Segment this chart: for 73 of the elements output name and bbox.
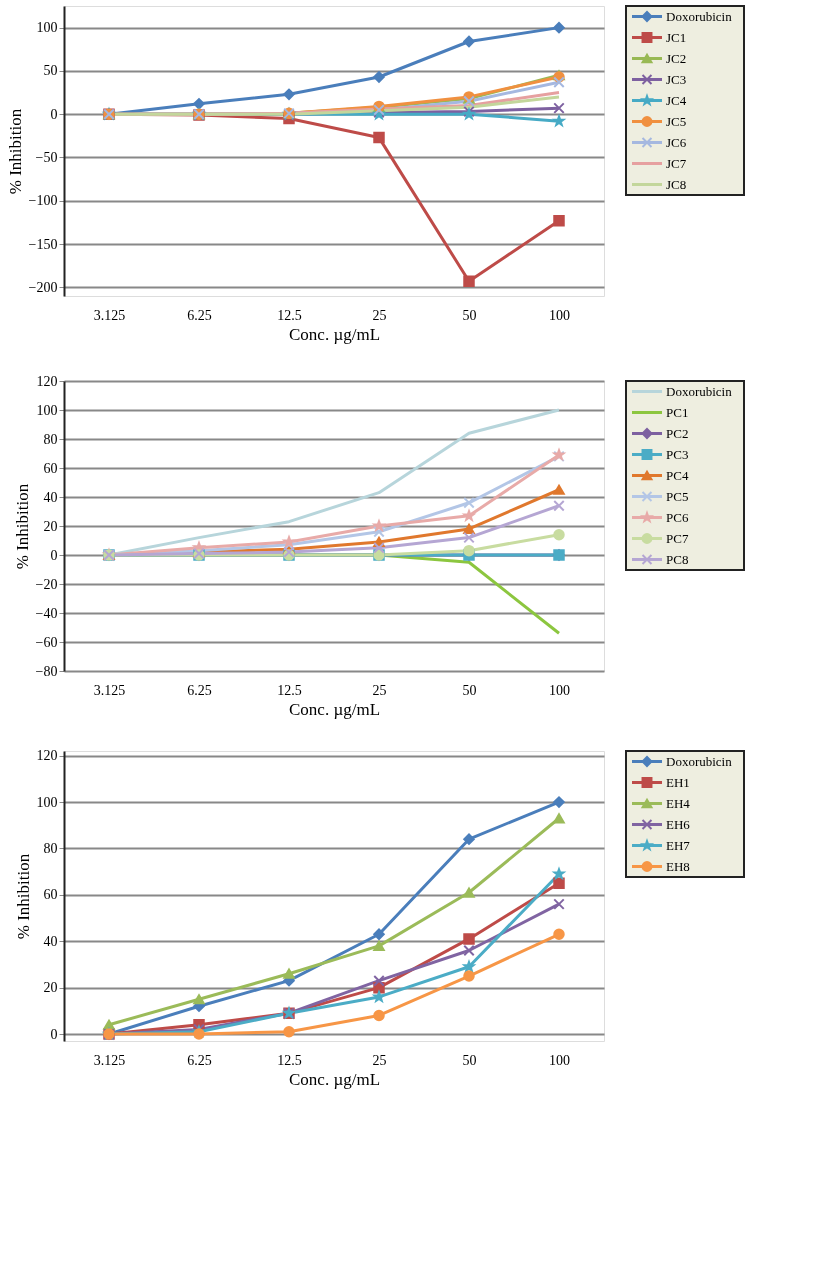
legend-label: Doxorubicin <box>666 8 733 24</box>
legend-label: JC2 <box>666 50 687 66</box>
y-tick-label: 60 <box>43 460 58 476</box>
y-tick-label: 120 <box>36 373 58 389</box>
y-tick-label: 80 <box>43 431 58 447</box>
legend-label: Doxorubicin <box>666 383 733 399</box>
legend-label: EH1 <box>666 774 690 790</box>
x-axis-title: Conc. µg/mL <box>288 699 381 719</box>
x-tick-label: 3.125 <box>93 682 126 698</box>
y-tick-label: 40 <box>43 489 58 505</box>
legend-label: PC7 <box>666 530 689 546</box>
y-tick-label: −100 <box>28 193 58 209</box>
x-tick-label: 3.125 <box>93 307 126 323</box>
legend-label: PC1 <box>666 404 689 420</box>
y-tick-label: −200 <box>28 279 58 295</box>
legend-label: JC1 <box>666 29 687 45</box>
legend-label: JC7 <box>666 155 687 171</box>
y-tick-label: 0 <box>50 1026 58 1042</box>
legend-label: PC8 <box>666 551 689 567</box>
x-tick-label: 100 <box>549 307 570 323</box>
legend-label: PC3 <box>666 446 689 462</box>
legend-label: JC4 <box>666 92 687 108</box>
x-tick-label: 6.25 <box>187 682 212 698</box>
y-tick-label: 80 <box>43 840 58 856</box>
legend-label: EH4 <box>666 795 691 811</box>
legend-label: PC2 <box>666 425 689 441</box>
x-tick-label: 25 <box>372 307 387 323</box>
x-tick-label: 25 <box>372 682 387 698</box>
y-tick-label: 100 <box>36 794 58 810</box>
x-tick-label: 12.5 <box>277 1052 302 1068</box>
y-tick-label: −60 <box>35 634 58 650</box>
y-tick-label: −80 <box>35 663 58 679</box>
y-tick-label: 0 <box>50 547 58 563</box>
legend-label: JC5 <box>666 113 687 129</box>
y-axis-title: % Inhibition <box>5 108 25 195</box>
y-tick-label: 20 <box>43 518 58 534</box>
legend-label: PC4 <box>666 467 689 483</box>
x-tick-label: 6.25 <box>187 1052 212 1068</box>
legend-label: JC8 <box>666 176 687 192</box>
y-tick-label: −20 <box>35 576 58 592</box>
x-tick-label: 100 <box>549 1052 570 1068</box>
y-tick-label: 60 <box>43 887 58 903</box>
x-tick-label: 50 <box>462 1052 477 1068</box>
x-tick-label: 6.25 <box>187 307 212 323</box>
y-axis-title: % Inhibition <box>13 853 33 940</box>
y-tick-label: 100 <box>36 402 58 418</box>
x-tick-label: 25 <box>372 1052 387 1068</box>
x-axis-title: Conc. µg/mL <box>288 324 381 344</box>
y-tick-label: −150 <box>28 236 58 252</box>
y-tick-label: 20 <box>43 980 58 996</box>
y-tick-label: 100 <box>36 20 58 36</box>
legend-label: JC6 <box>666 134 687 150</box>
y-axis-title: % Inhibition <box>12 483 32 570</box>
y-tick-label: −40 <box>35 605 58 621</box>
x-tick-label: 12.5 <box>277 682 302 698</box>
legend-label: EH8 <box>666 858 690 874</box>
legend-label: Doxorubicin <box>666 753 733 769</box>
y-tick-label: 40 <box>43 933 58 949</box>
y-tick-label: 50 <box>43 63 58 79</box>
legend-label: EH6 <box>666 816 691 832</box>
legend-label: EH7 <box>666 837 691 853</box>
legend-label: PC5 <box>666 488 689 504</box>
y-tick-label: 0 <box>50 106 58 122</box>
legend-label: JC3 <box>666 71 687 87</box>
y-tick-label: −50 <box>35 149 58 165</box>
x-tick-label: 50 <box>462 307 477 323</box>
legend-label: PC6 <box>666 509 689 525</box>
x-tick-label: 3.125 <box>93 1052 126 1068</box>
x-axis-title: Conc. µg/mL <box>288 1069 381 1089</box>
x-tick-label: 50 <box>462 682 477 698</box>
x-tick-label: 12.5 <box>277 307 302 323</box>
x-tick-label: 100 <box>549 682 570 698</box>
y-tick-label: 120 <box>36 748 58 764</box>
